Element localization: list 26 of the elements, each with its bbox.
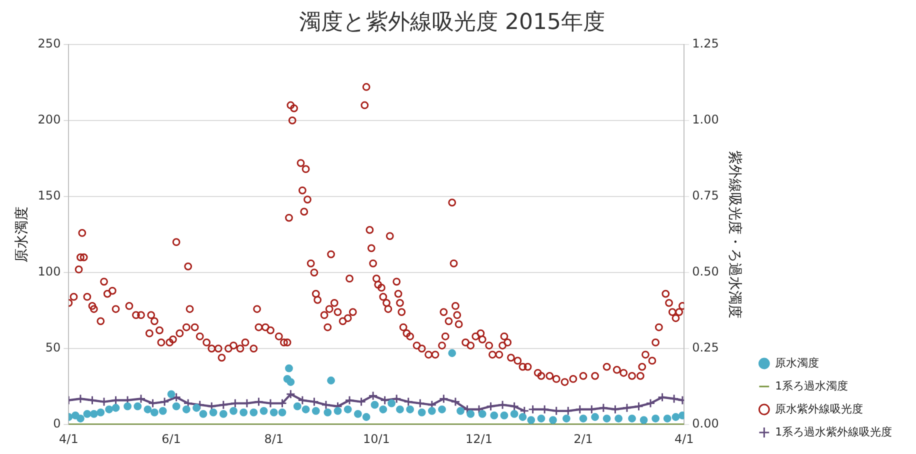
y-tick-label: 200 — [38, 112, 61, 127]
x-tick-label: 12/1 — [466, 432, 492, 446]
x-tick-label: 4/1 — [59, 432, 78, 446]
y2-tick-label: 0.25 — [692, 340, 719, 355]
legend-label: 原水濁度 — [775, 356, 820, 370]
legend-label: 1系ろ過水濁度 — [775, 379, 848, 392]
y-tick-label: 100 — [38, 264, 61, 279]
y-axis-title: 原水濁度 — [14, 206, 30, 262]
y2-axis-title: 紫外線吸光度・ろ過水濁度 — [726, 150, 743, 318]
y2-tick-label: 0.00 — [692, 416, 719, 431]
y-tick-label: 0 — [53, 416, 61, 431]
chart-title: 濁度と紫外線吸光度 2015年度 — [299, 10, 605, 35]
y2-tick-label: 1.25 — [692, 36, 719, 51]
y2-tick-label: 0.75 — [692, 188, 719, 203]
y-tick-label: 150 — [38, 188, 61, 203]
y-tick-label: 250 — [38, 36, 61, 51]
x-tick-label: 6/1 — [162, 432, 181, 446]
legend-label: 原水紫外線吸光度 — [775, 402, 864, 416]
x-tick-label: 4/1 — [674, 432, 694, 446]
x-tick-label: 10/1 — [362, 432, 390, 446]
y2-tick-label: 1.00 — [692, 112, 719, 127]
x-tick-label: 2/1 — [574, 432, 593, 446]
legend-label: 1系ろ過水紫外線吸光度 — [775, 425, 892, 438]
y-tick-label: 50 — [45, 340, 61, 355]
x-tick-label: 8/1 — [264, 432, 284, 446]
y2-tick-label: 0.50 — [692, 264, 719, 279]
